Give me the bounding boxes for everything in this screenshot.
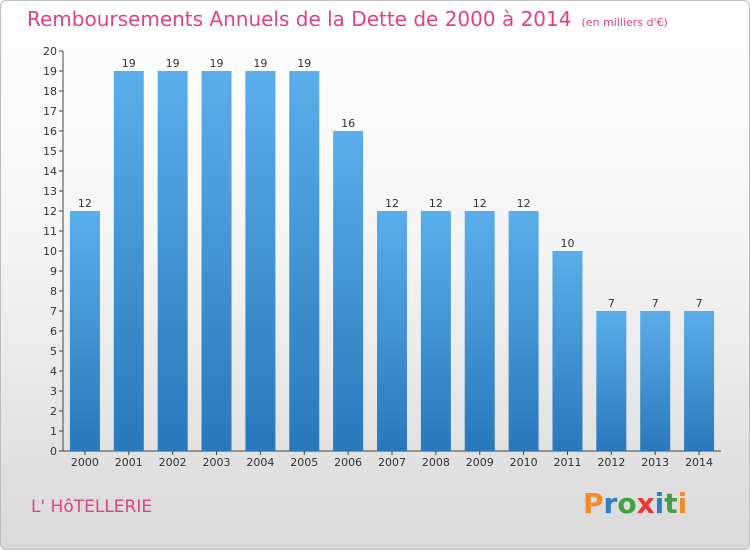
bar-value-label: 16 bbox=[341, 117, 355, 130]
chart-title-text: Remboursements Annuels de la Dette de 20… bbox=[27, 7, 572, 31]
y-tick-label: 8 bbox=[50, 285, 57, 298]
bar-value-label: 19 bbox=[210, 57, 224, 70]
bar-value-label: 7 bbox=[652, 297, 659, 310]
y-tick-label: 11 bbox=[43, 225, 57, 238]
bar-value-label: 19 bbox=[166, 57, 180, 70]
bar-2012 bbox=[596, 311, 627, 451]
x-tick-label: 2002 bbox=[159, 456, 187, 469]
x-tick-label: 2006 bbox=[334, 456, 362, 469]
y-tick-label: 15 bbox=[43, 145, 57, 158]
x-tick-label: 2014 bbox=[685, 456, 713, 469]
x-tick-label: 2005 bbox=[290, 456, 318, 469]
bar-value-label: 19 bbox=[122, 57, 136, 70]
bar-2008 bbox=[420, 211, 451, 451]
x-tick-label: 2007 bbox=[378, 456, 406, 469]
x-tick-label: 2013 bbox=[641, 456, 669, 469]
bar-value-label: 12 bbox=[517, 197, 531, 210]
bar-2002 bbox=[157, 71, 188, 451]
bar-2009 bbox=[464, 211, 495, 451]
bar-2006 bbox=[333, 131, 364, 451]
y-tick-label: 1 bbox=[50, 425, 57, 438]
bar-value-label: 19 bbox=[297, 57, 311, 70]
y-tick-label: 12 bbox=[43, 205, 57, 218]
bar-value-label: 12 bbox=[78, 197, 92, 210]
x-tick-label: 2003 bbox=[203, 456, 231, 469]
y-tick-label: 19 bbox=[43, 65, 57, 78]
bar-2007 bbox=[377, 211, 407, 451]
y-tick-label: 18 bbox=[43, 85, 57, 98]
y-tick-label: 3 bbox=[50, 385, 57, 398]
y-tick-label: 4 bbox=[50, 365, 57, 378]
y-tick-label: 2 bbox=[50, 405, 57, 418]
bar-2000 bbox=[69, 211, 100, 451]
y-tick-label: 9 bbox=[50, 265, 57, 278]
x-tick-label: 2009 bbox=[466, 456, 494, 469]
x-tick-label: 2008 bbox=[422, 456, 450, 469]
bar-value-label: 12 bbox=[473, 197, 487, 210]
bar-2003 bbox=[201, 71, 232, 451]
bar-value-label: 7 bbox=[608, 297, 615, 310]
y-tick-label: 0 bbox=[50, 445, 57, 458]
bar-value-label: 12 bbox=[429, 197, 443, 210]
bar-2013 bbox=[640, 311, 671, 451]
bar-2005 bbox=[289, 71, 320, 451]
bar-2014 bbox=[684, 311, 715, 451]
y-tick-label: 7 bbox=[50, 305, 57, 318]
y-tick-label: 10 bbox=[43, 245, 57, 258]
x-tick-label: 2001 bbox=[115, 456, 143, 469]
y-tick-label: 6 bbox=[50, 325, 57, 338]
commune-name: L' HôTELLERIE bbox=[31, 497, 153, 517]
y-tick-label: 20 bbox=[43, 45, 57, 58]
bar-value-label: 7 bbox=[696, 297, 703, 310]
bar-value-label: 12 bbox=[385, 197, 399, 210]
bar-2004 bbox=[245, 71, 276, 451]
bar-2010 bbox=[508, 211, 539, 451]
y-tick-label: 5 bbox=[50, 345, 57, 358]
proxiti-logo: Proxiti bbox=[583, 487, 688, 520]
bar-value-label: 19 bbox=[253, 57, 267, 70]
x-tick-label: 2012 bbox=[597, 456, 625, 469]
y-tick-label: 14 bbox=[43, 165, 57, 178]
chart-title: Remboursements Annuels de la Dette de 20… bbox=[27, 7, 668, 31]
x-tick-label: 2004 bbox=[246, 456, 274, 469]
x-tick-label: 2011 bbox=[553, 456, 581, 469]
y-tick-label: 17 bbox=[43, 105, 57, 118]
bar-2011 bbox=[552, 251, 583, 451]
bar-2001 bbox=[113, 71, 144, 451]
x-tick-label: 2000 bbox=[71, 456, 99, 469]
y-tick-label: 16 bbox=[43, 125, 57, 138]
chart-unit: (en milliers d'€) bbox=[581, 16, 668, 29]
y-tick-label: 13 bbox=[43, 185, 57, 198]
x-tick-label: 2010 bbox=[510, 456, 538, 469]
bar-value-label: 10 bbox=[560, 237, 574, 250]
